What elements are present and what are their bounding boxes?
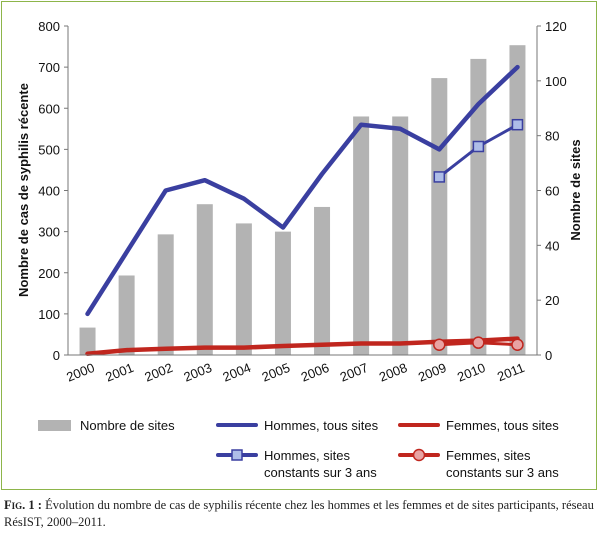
bar-2008: [392, 116, 409, 355]
y-left-tick-label-400: 400: [38, 184, 60, 199]
y-left-tick-label-700: 700: [38, 60, 60, 75]
y-left-tick-label-200: 200: [38, 266, 60, 281]
y-left-tick-label-500: 500: [38, 142, 60, 157]
y-right-tick-label-120: 120: [545, 19, 567, 34]
y-right-tick-label-20: 20: [545, 293, 559, 308]
legend-label-3-line-1: Femmes, sites: [446, 448, 531, 463]
y-axis-right-label: Nombre de sites: [568, 139, 583, 240]
legend-label-1-line-2: constants sur 3 ans: [264, 465, 377, 480]
y-left-tick-label-0: 0: [53, 348, 60, 363]
legend-label-2: Femmes, tous sites: [446, 418, 559, 433]
axes-layer: Nombre de cas de syphilis récente Nombre…: [16, 26, 583, 356]
y-left-tick-label-300: 300: [38, 225, 60, 240]
bar-2007: [353, 116, 370, 355]
bar-2005: [274, 231, 291, 355]
y-left-tick-label-800: 800: [38, 19, 60, 34]
legend: Nombre de sites Hommes, tous sites Hommes,…: [38, 418, 559, 480]
y-right-tick-label-80: 80: [545, 129, 559, 144]
series-1-marker-2: [511, 118, 524, 131]
legend-label-1-line-1: Hommes, sites: [264, 448, 350, 463]
x-tick-label-2005: 2005: [260, 360, 292, 385]
bars-layer: [79, 45, 526, 356]
bar-2000: [79, 327, 96, 355]
caption-text: Évolution du nombre de cas de syphilis r…: [4, 498, 594, 529]
bar-2006: [314, 206, 331, 355]
figure-frame: [1, 1, 597, 490]
y-right-tick-label-60: 60: [545, 184, 559, 199]
legend-swatch-marker-1: [231, 449, 243, 461]
caption-label: Fig. 1 :: [4, 498, 42, 512]
y-left-tick-label-100: 100: [38, 307, 60, 322]
legend-swatch-bars: [38, 420, 71, 431]
legend-label-bars: Nombre de sites: [80, 418, 175, 433]
x-tick-label-2007: 2007: [338, 360, 370, 385]
y-left-tick-label-600: 600: [38, 101, 60, 116]
legend-label-1: Hommes, sites constants sur 3 ans: [264, 448, 377, 480]
chart: Nombre de cas de syphilis récente Nombre…: [16, 19, 583, 480]
x-tick-label-2001: 2001: [103, 360, 135, 385]
series-1-marker-0: [433, 171, 446, 183]
legend-swatch-marker-3: [412, 448, 426, 462]
series-1-marker-1: [472, 140, 485, 153]
bar-2004: [235, 223, 252, 355]
figure-caption: Fig. 1 : Évolution du nombre de cas de s…: [4, 497, 596, 531]
y-right-tick-label-40: 40: [545, 238, 559, 253]
series-line-0: [85, 64, 520, 317]
legend-label-3-line-2: constants sur 3 ans: [446, 465, 559, 480]
x-tick-label-2003: 2003: [181, 360, 213, 385]
x-tick-label-2006: 2006: [299, 360, 331, 385]
x-tick-label-2009: 2009: [416, 360, 448, 385]
legend-label-0: Hommes, tous sites: [264, 418, 379, 433]
x-tick-label-2010: 2010: [455, 360, 487, 385]
legend-label-3: Femmes, sites constants sur 3 ans: [446, 448, 559, 480]
y-right-tick-label-100: 100: [545, 74, 567, 89]
bar-2011: [509, 45, 526, 356]
series-3-marker-2: [511, 338, 524, 351]
bar-2003: [196, 204, 213, 355]
bar-2009: [431, 78, 448, 355]
series-line-2: [85, 336, 520, 357]
x-tick-label-2000: 2000: [64, 360, 96, 385]
series-3-marker-0: [433, 338, 446, 351]
x-tick-label-2011: 2011: [495, 360, 527, 384]
x-tick-label-2004: 2004: [221, 360, 253, 385]
x-tick-label-2008: 2008: [377, 360, 409, 385]
y-right-tick-label-0: 0: [545, 348, 552, 363]
x-tick-label-2002: 2002: [142, 360, 174, 385]
series-3-marker-1: [472, 336, 485, 349]
bar-2002: [157, 234, 174, 355]
bar-2001: [118, 275, 135, 355]
y-axis-left-label: Nombre de cas de syphilis récente: [16, 83, 31, 297]
lines-layer: [85, 64, 524, 357]
bar-2010: [470, 58, 487, 356]
